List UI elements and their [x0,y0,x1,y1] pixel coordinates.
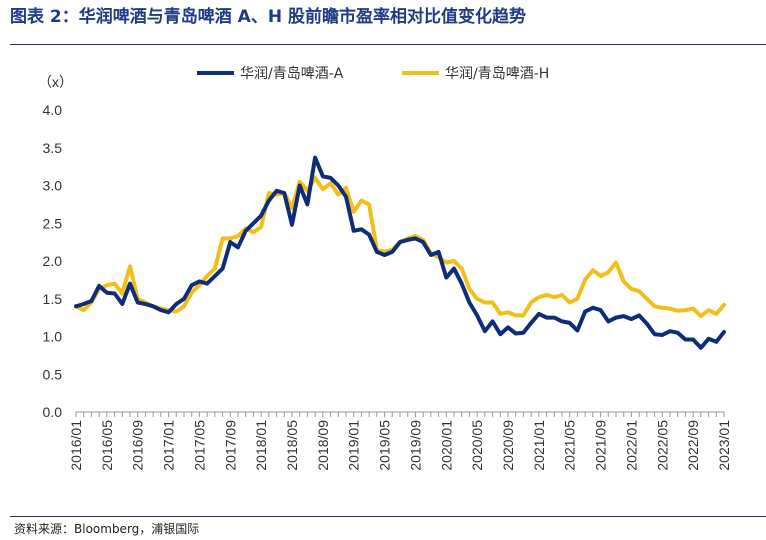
y-tick-label: 1.0 [43,329,63,345]
figure-title: 图表 2：华润啤酒与青岛啤酒 A、H 股前瞻市盈率相对比值变化趋势 [10,7,526,27]
legend-label-h: 华润/青岛啤酒-H [445,66,549,82]
x-tick-label: 2019/05 [377,420,393,471]
series-line-a [74,155,726,350]
y-tick-label: 3.5 [43,140,63,156]
x-axis: 2016/01 2016/05 2016/09 2017/01 2017/05 2017/… [68,411,732,471]
x-tick-label: 2019/01 [346,420,362,471]
x-tick-label: 2021/01 [531,420,547,471]
x-tick-label: 2020/09 [500,420,516,471]
series-line-h [74,175,726,319]
y-axis: 0.0 0.5 1.0 1.5 2.0 2.5 3.0 3.5 4.0 [43,102,63,420]
y-tick-label: 1.5 [43,291,63,307]
x-tick-label: 2020/05 [469,420,485,471]
x-tick-label: 2017/05 [191,420,207,471]
top-rule [10,44,766,45]
bottom-rule [10,516,766,517]
x-tick-label: 2016/01 [68,420,84,471]
legend-label-a: 华润/青岛啤酒-A [240,66,344,82]
source-note: 资料来源：Bloomberg，浦银国际 [14,522,200,536]
y-tick-label: 0.5 [43,366,63,382]
x-tick-label: 2019/09 [407,420,423,471]
chart-legend: 华润/青岛啤酒-A 华润/青岛啤酒-H [197,66,549,82]
x-tick-label: 2016/05 [99,420,115,471]
x-tick-label: 2018/05 [284,420,300,471]
x-tick-label: 2018/09 [315,420,331,471]
x-tick-label: 2017/01 [161,420,177,471]
y-tick-label: 2.0 [43,253,63,269]
x-tick-label: 2018/01 [253,420,269,471]
x-tick-label: 2016/09 [130,420,146,471]
x-tick-label: 2020/01 [438,420,454,471]
y-tick-label: 4.0 [43,102,63,118]
x-tick-label: 2023/01 [716,420,732,471]
y-axis-unit-label: （x） [38,74,73,90]
x-tick-label: 2022/09 [685,420,701,471]
y-tick-label: 2.5 [43,215,63,231]
x-tick-label: 2022/05 [654,420,670,471]
series-group [74,155,726,350]
x-tick-label: 2021/09 [593,420,609,471]
y-tick-label: 3.0 [43,178,63,194]
x-tick-label: 2021/05 [562,420,578,471]
x-tick-label: 2022/01 [623,420,639,471]
y-tick-label: 0.0 [43,404,63,420]
x-tick-label: 2017/09 [222,420,238,471]
